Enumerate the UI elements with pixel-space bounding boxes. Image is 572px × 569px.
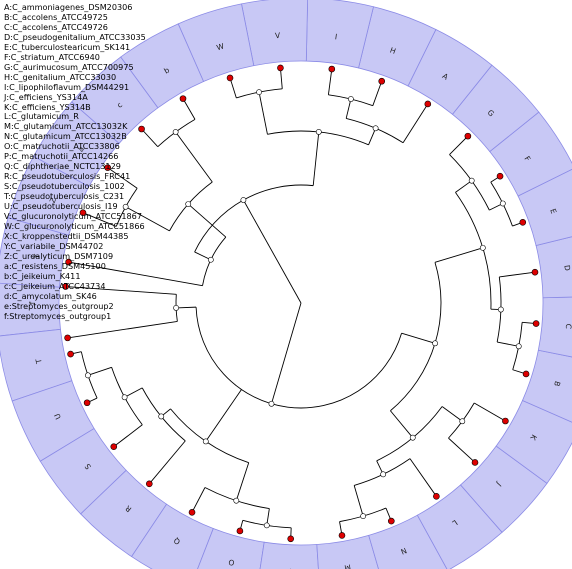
internal-node [500,201,505,206]
branch-line [474,403,505,421]
leaf-node [65,335,71,341]
internal-node [159,414,164,419]
legend-entry: f:Streptomyces_outgroup1 [4,312,146,322]
branch-line [236,463,248,501]
branch-line [403,104,428,143]
internal-node [186,201,191,206]
branch-line [114,425,143,447]
branch-line [410,459,436,497]
branch-line [149,441,185,484]
leaf-node [465,133,471,139]
branch-line [390,411,412,438]
leaf-node [189,509,195,515]
internal-node [432,341,437,346]
leaf-node [379,78,385,84]
branch-line [328,69,331,95]
branch-line [243,200,301,303]
branch-line [125,388,143,397]
internal-node [241,197,246,202]
branch-line [176,307,196,308]
leaf-label: C [564,323,572,329]
leaf-label: M [344,562,352,569]
internal-node [373,126,378,131]
leaf-band-sector [255,542,321,569]
internal-node [480,245,485,250]
internal-node [381,472,386,477]
internal-node [173,129,178,134]
internal-node [234,498,239,503]
leaf-node [433,493,439,499]
leaf-node [277,65,283,71]
leaf-node [68,351,74,357]
branch-line [442,406,462,421]
leaf-node [523,371,529,377]
internal-node [410,435,415,440]
leaf-node [237,528,243,534]
internal-node [460,419,465,424]
leaf-node [388,518,394,524]
branch-line [192,487,205,512]
internal-node [361,514,366,519]
branch-line [449,136,467,154]
species-legend: A:C_ammoniagenes_DSM20306 B:C_accolens_AT… [4,3,146,322]
branch-line [313,132,319,186]
internal-node [173,305,178,310]
leaf-node [472,459,478,465]
leaf-node [329,66,335,72]
internal-node [256,90,261,95]
branch-arc [196,307,401,408]
branch-line [448,438,475,462]
branch-line [346,99,351,118]
branch-line [455,181,471,193]
leaf-node [180,96,186,102]
branch-line [373,81,382,105]
branch-line [88,367,112,375]
leaf-node [497,173,503,179]
internal-node [269,401,274,406]
internal-node [316,129,321,134]
internal-node [264,523,269,528]
leaf-node [288,536,294,542]
internal-node [208,257,213,262]
internal-node [348,96,353,101]
leaf-node [146,481,152,487]
branch-line [206,390,242,442]
branch-line [435,248,483,263]
leaf-node [425,101,431,107]
leaf-node [502,418,508,424]
leaf-node [339,532,345,538]
leaf-node [532,269,538,275]
leaf-node [227,75,233,81]
internal-node [498,307,503,312]
internal-node [516,344,521,349]
branch-line [68,321,178,337]
branch-line [176,132,213,182]
branch-line [497,342,519,346]
branch-line [271,303,301,404]
branch-line [402,333,436,343]
branch-line [183,99,195,120]
leaf-node [84,400,90,406]
leaf-node [111,444,117,450]
branch-line [499,272,535,277]
branch-arc [390,262,441,410]
internal-node [203,439,208,444]
leaf-node [520,219,526,225]
internal-node [469,178,474,183]
branch-line [259,92,267,134]
branch-arc [203,237,226,286]
branch-line [354,485,363,516]
internal-node [85,373,90,378]
leaf-node [533,321,539,327]
internal-node [122,395,127,400]
